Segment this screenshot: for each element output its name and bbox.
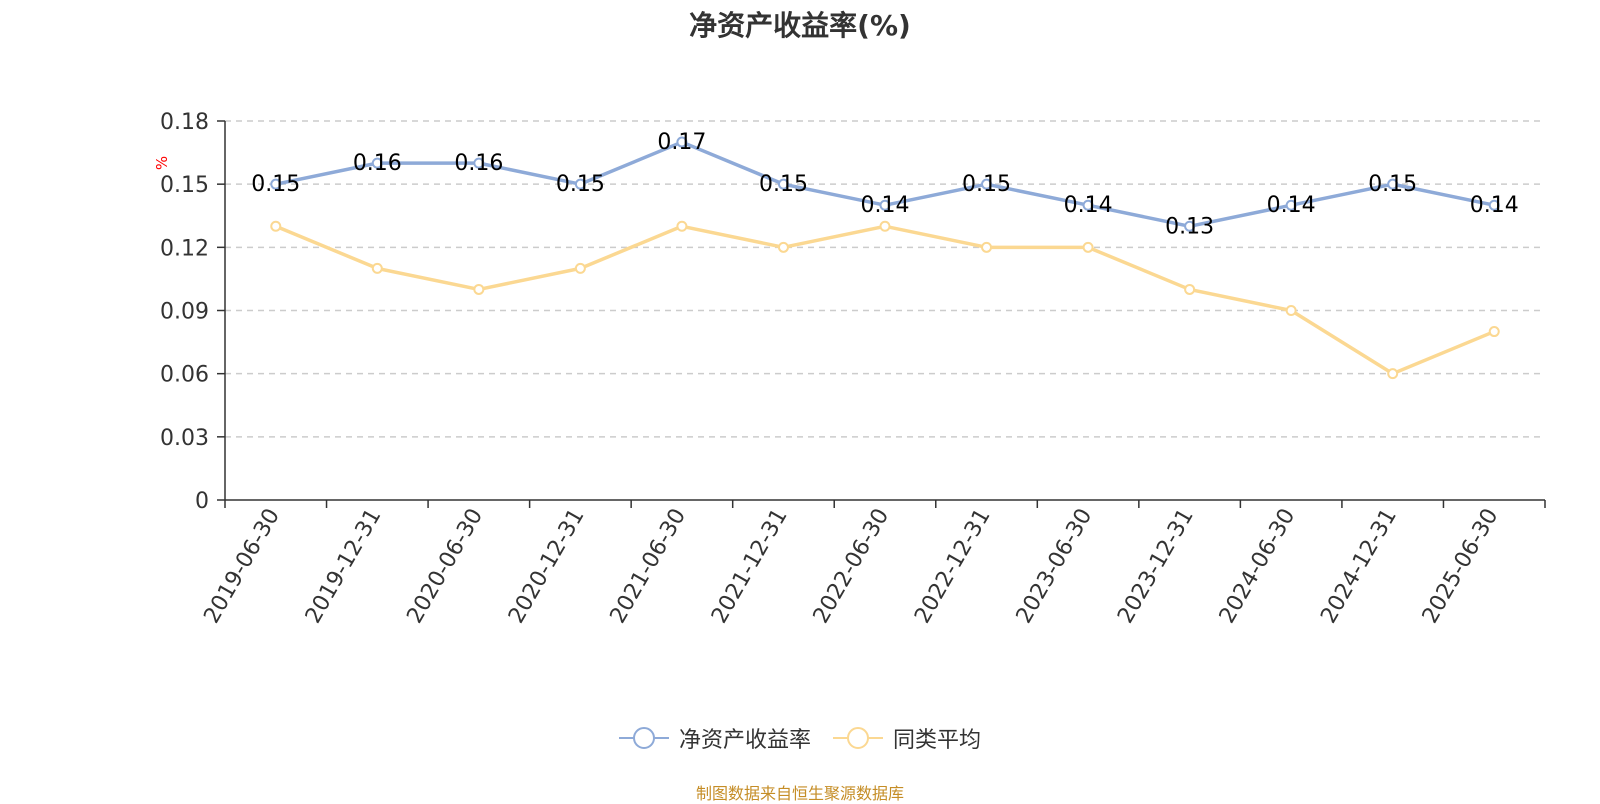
data-point-peer-average xyxy=(473,283,485,295)
y-tick-label: 0.09 xyxy=(160,300,209,325)
data-point-peer-average xyxy=(676,220,688,232)
data-label-roe: 0.14 xyxy=(1470,193,1519,218)
data-point-roe xyxy=(270,178,282,190)
x-tick-label: 2021-06-30 xyxy=(606,505,692,628)
data-point-peer-average xyxy=(371,262,383,274)
data-point-peer-average xyxy=(1184,283,1196,295)
data-point-roe xyxy=(1184,220,1196,232)
y-tick-label: 0.18 xyxy=(160,110,209,135)
data-point-peer-average xyxy=(777,241,789,253)
data-point-roe xyxy=(981,178,993,190)
x-tick-label: 2025-06-30 xyxy=(1418,505,1504,628)
y-tick-label: 0 xyxy=(195,489,209,514)
data-point-roe xyxy=(1082,199,1094,211)
x-tick-label: 2019-12-31 xyxy=(301,505,387,628)
data-label-roe: 0.14 xyxy=(1064,193,1113,218)
x-tick-label: 2019-06-30 xyxy=(199,505,285,628)
x-tick-label: 2022-06-30 xyxy=(809,505,895,628)
data-label-roe: 0.15 xyxy=(1368,172,1417,197)
x-tick-label: 2024-12-31 xyxy=(1316,505,1402,628)
x-tick-label: 2021-12-31 xyxy=(707,505,793,628)
legend-item-roe[interactable]: 净资产收益率 xyxy=(618,722,811,754)
legend-swatch-roe xyxy=(618,727,669,749)
data-point-peer-average xyxy=(270,220,282,232)
data-label-roe: 0.15 xyxy=(556,172,605,197)
y-tick-label: 0.15 xyxy=(160,173,209,198)
x-tick-label: 2024-06-30 xyxy=(1215,505,1301,628)
data-label-roe: 0.16 xyxy=(353,151,402,176)
y-tick-label: 0.06 xyxy=(160,363,209,388)
data-point-roe xyxy=(473,157,485,169)
chart-title: 净资产收益率(%) xyxy=(689,9,911,42)
data-point-roe xyxy=(676,136,688,148)
data-label-roe: 0.15 xyxy=(962,172,1011,197)
data-point-peer-average xyxy=(1488,326,1500,338)
x-tick-label: 2020-12-31 xyxy=(504,505,590,628)
data-label-roe: 0.15 xyxy=(251,172,300,197)
y-tick-label: 0.03 xyxy=(160,426,209,451)
data-point-peer-average xyxy=(574,262,586,274)
data-label-roe: 0.16 xyxy=(454,151,503,176)
x-tick-label: 2023-12-31 xyxy=(1113,505,1199,628)
legend-swatch-peer-average xyxy=(833,727,883,749)
x-tick-label: 2022-12-31 xyxy=(910,505,996,628)
x-tick-label: 2023-06-30 xyxy=(1012,505,1098,628)
data-point-peer-average xyxy=(981,241,993,253)
legend: 净资产收益率 同类平均 xyxy=(0,722,1600,754)
data-point-roe xyxy=(1285,199,1297,211)
data-point-roe xyxy=(1488,199,1500,211)
data-point-peer-average xyxy=(1082,241,1094,253)
legend-label-peer-average: 同类平均 xyxy=(893,728,982,753)
legend-label-roe: 净资产收益率 xyxy=(678,728,811,753)
data-label-roe: 0.14 xyxy=(1267,193,1316,218)
y-tick-label: 0.12 xyxy=(160,236,209,261)
data-label-roe: 0.17 xyxy=(657,130,706,155)
data-point-peer-average xyxy=(879,220,891,232)
data-label-roe: 0.15 xyxy=(759,172,808,197)
data-point-roe xyxy=(371,157,383,169)
data-point-roe xyxy=(777,178,789,190)
source-note: 制图数据来自恒生聚源数据库 xyxy=(695,784,904,803)
data-label-roe: 0.14 xyxy=(861,193,910,218)
y-axis-unit: % xyxy=(153,156,171,170)
data-point-roe xyxy=(1387,178,1399,190)
data-point-roe xyxy=(574,178,586,190)
data-label-roe: 0.13 xyxy=(1165,214,1214,239)
x-tick-label: 2020-06-30 xyxy=(402,505,488,628)
legend-item-peer-average[interactable]: 同类平均 xyxy=(833,722,981,754)
series-line-peer-average xyxy=(275,224,1495,376)
data-point-peer-average xyxy=(1387,368,1399,380)
data-point-peer-average xyxy=(1285,305,1297,316)
data-point-roe xyxy=(879,199,891,211)
